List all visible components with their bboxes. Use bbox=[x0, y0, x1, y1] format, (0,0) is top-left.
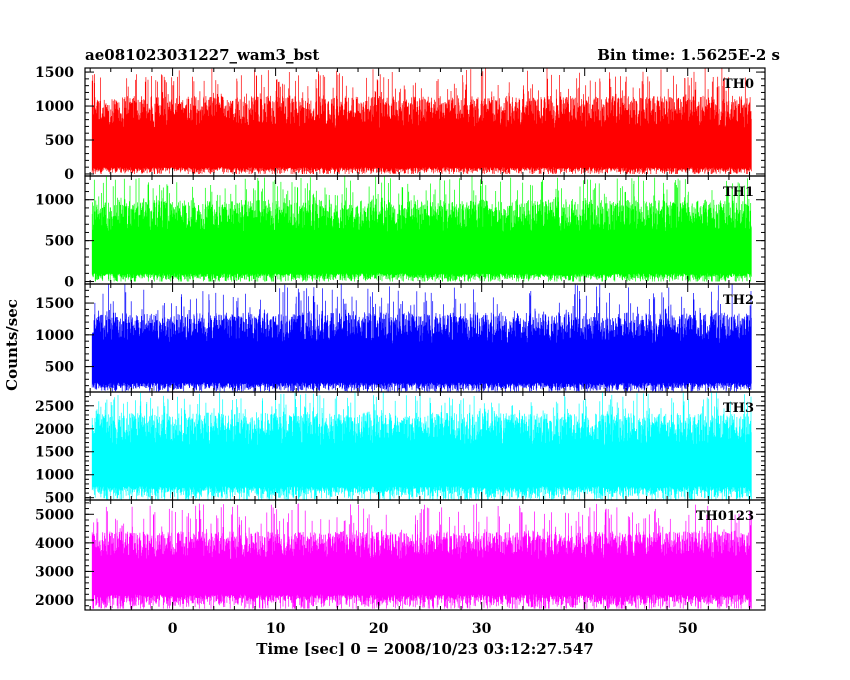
bin-time-label: Bin time: 1.5625E-2 s bbox=[597, 46, 780, 64]
y-tick-label: 1500 bbox=[35, 296, 74, 312]
channel-label: TH1 bbox=[723, 185, 754, 200]
x-axis-label: Time [sec] 0 = 2008/10/23 03:12:27.547 bbox=[256, 640, 593, 658]
y-tick-label: 0 bbox=[64, 167, 74, 183]
panel-th1: 0 500 1000 TH1 bbox=[35, 175, 766, 291]
channel-label: TH0123 bbox=[696, 509, 754, 524]
y-tick-label: 1500 bbox=[35, 65, 74, 81]
x-tick-label: 40 bbox=[575, 621, 595, 637]
x-tick-label: 20 bbox=[369, 621, 389, 637]
channel-label: TH0 bbox=[723, 77, 754, 92]
x-tick-label: 50 bbox=[678, 621, 698, 637]
y-tick-label: 2500 bbox=[35, 399, 74, 415]
y-tick-label: 1500 bbox=[35, 445, 74, 461]
y-tick-label: 500 bbox=[45, 133, 74, 149]
channel-label: TH2 bbox=[723, 293, 754, 308]
y-tick-label: 2000 bbox=[35, 422, 74, 438]
panel-th0: 0 500 1000 1500 TH0 bbox=[35, 65, 766, 183]
x-tick-label: 0 bbox=[168, 621, 178, 637]
panel-frame bbox=[84, 499, 766, 611]
series-th3 bbox=[91, 392, 752, 500]
series-th0 bbox=[91, 68, 752, 174]
y-tick-label: 1000 bbox=[35, 99, 74, 115]
series-th0123 bbox=[91, 503, 752, 609]
y-tick-label: 500 bbox=[45, 234, 74, 250]
y-tick-label: 4000 bbox=[35, 536, 74, 552]
y-tick-label: 500 bbox=[45, 360, 74, 376]
panel-th3: 500 1000 1500 2000 2500 TH3 bbox=[35, 391, 766, 507]
panel-th2: 500 1000 1500 TH2 bbox=[35, 283, 766, 393]
series-th2 bbox=[91, 284, 752, 392]
panel-th0123: 2000 3000 4000 5000 TH0123 bbox=[35, 499, 766, 611]
y-tick-label: 2000 bbox=[35, 593, 74, 609]
x-tick-label: 30 bbox=[472, 621, 492, 637]
y-tick-label: 1000 bbox=[35, 468, 74, 484]
channel-label: TH3 bbox=[723, 401, 754, 416]
y-tick-label: 0 bbox=[64, 275, 74, 291]
y-tick-label: 1000 bbox=[35, 193, 74, 209]
y-axis-label: Counts/sec bbox=[3, 299, 21, 391]
chart-title: ae081023031227_wam3_bst bbox=[85, 46, 319, 64]
x-tick-label: 10 bbox=[266, 621, 286, 637]
y-tick-label: 1000 bbox=[35, 328, 74, 344]
y-tick-label: 5000 bbox=[35, 507, 74, 523]
series-th1 bbox=[91, 176, 752, 282]
y-tick-label: 500 bbox=[45, 491, 74, 507]
y-tick-label: 3000 bbox=[35, 564, 74, 580]
